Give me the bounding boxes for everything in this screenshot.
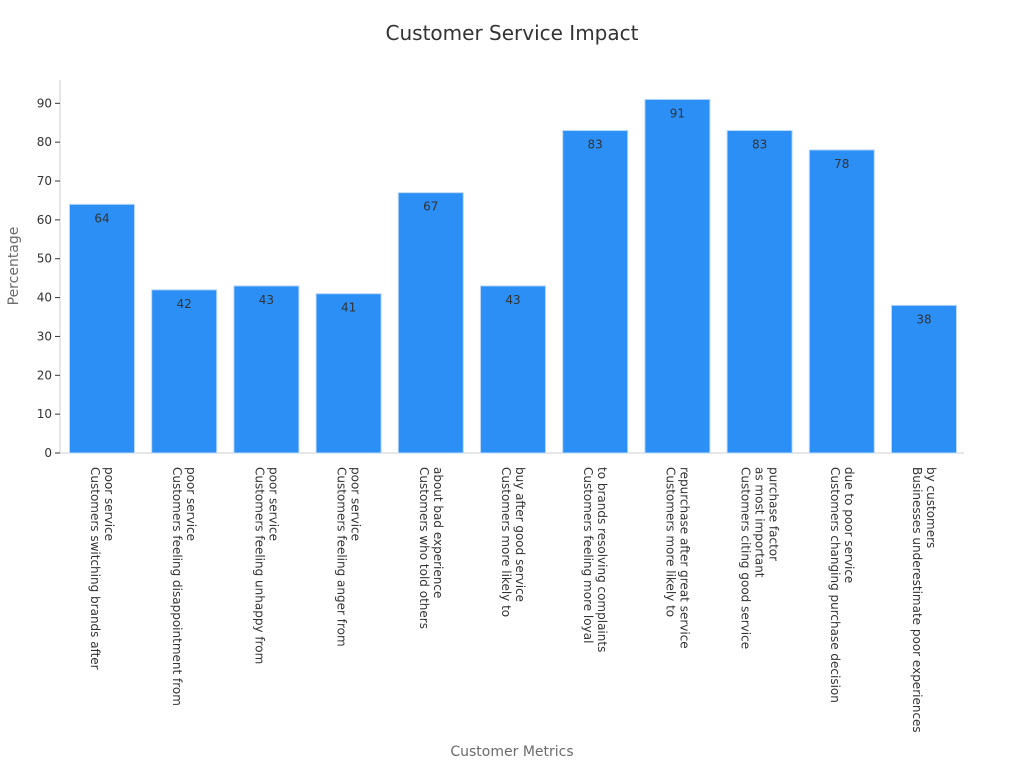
bar[interactable] — [397, 192, 464, 454]
bars — [69, 98, 957, 454]
x-category-label: Customers who told othersabout bad exper… — [417, 467, 445, 629]
x-category-label-line: to brands resolving complaints — [595, 467, 609, 652]
x-category-label-line: Customers feeling unhappy from — [252, 467, 266, 664]
bar[interactable] — [891, 304, 957, 454]
x-category-label-line: buy after good service — [513, 467, 527, 602]
x-category-label: Customers citing good serviceas most imp… — [739, 467, 781, 649]
y-tick-label: 40 — [37, 291, 52, 305]
x-category-label: Customers feeling more loyalto brands re… — [581, 467, 609, 652]
x-category-label-line: poor service — [184, 467, 198, 541]
bar-value-label: 67 — [423, 200, 438, 214]
bar[interactable] — [480, 285, 546, 454]
y-axis-ticks: 0 10 20 30 40 50 60 70 80 90 — [37, 96, 60, 460]
x-category-label-line: Customers feeling disappointment from — [170, 467, 184, 706]
bar[interactable] — [726, 130, 793, 454]
y-tick-label: 90 — [37, 96, 52, 110]
chart-title: Customer Service Impact — [386, 21, 639, 45]
x-category-label-line: Customers more likely to — [499, 467, 513, 617]
y-tick-label: 30 — [37, 329, 52, 343]
bar-value-label: 64 — [94, 211, 109, 225]
y-tick-label: 10 — [37, 407, 52, 421]
y-tick-label: 50 — [37, 252, 52, 266]
bar[interactable] — [808, 149, 875, 454]
y-tick-label: 60 — [37, 213, 52, 227]
y-tick-label: 80 — [37, 135, 52, 149]
x-category-label-line: Customers changing purchase decision — [828, 467, 842, 703]
x-category-label: Customers more likely tobuy after good s… — [499, 467, 527, 617]
bar-value-label: 38 — [916, 312, 931, 326]
bar-value-label: 43 — [505, 293, 520, 307]
x-category-label-line: by customers — [924, 467, 938, 548]
bar[interactable] — [315, 293, 382, 454]
x-category-label: Customers switching brands afterpoor ser… — [88, 467, 116, 670]
y-axis-label: Percentage — [6, 227, 22, 306]
bar[interactable] — [562, 130, 629, 454]
x-category-label: Customers feeling anger frompoor service — [335, 467, 363, 647]
x-category-label: Customers feeling unhappy frompoor servi… — [252, 467, 280, 664]
bar-value-label: 43 — [259, 293, 274, 307]
bar[interactable] — [151, 289, 218, 454]
bar-value-label: 41 — [341, 301, 356, 315]
bar-value-label: 83 — [588, 138, 603, 152]
x-category-label: Customers feeling disappointment frompoo… — [170, 467, 198, 706]
x-category-label-line: Customers feeling more loyal — [581, 467, 595, 643]
x-category-label-line: due to poor service — [842, 467, 856, 583]
bar-value-label: 83 — [752, 138, 767, 152]
x-category-label-line: poor service — [266, 467, 280, 541]
x-axis-category-labels: Customers switching brands afterpoor ser… — [88, 467, 938, 733]
y-tick-label: 70 — [37, 174, 52, 188]
x-category-label-line: about bad experience — [431, 467, 445, 598]
x-category-label-line: Customers feeling anger from — [335, 467, 349, 647]
x-category-label-line: as most important — [753, 467, 767, 578]
x-category-label-line: repurchase after great service — [677, 467, 691, 649]
x-category-label-line: Businesses underestimate poor experience… — [910, 467, 924, 733]
y-tick-label: 0 — [44, 446, 52, 460]
x-category-label: Businesses underestimate poor experience… — [910, 467, 938, 733]
x-category-label-line: Customers switching brands after — [88, 467, 102, 670]
x-category-label-line: Customers more likely to — [663, 467, 677, 617]
x-category-label: Customers changing purchase decisiondue … — [828, 467, 856, 703]
x-category-label: Customers more likely torepurchase after… — [663, 467, 691, 649]
bar-value-label: 91 — [670, 106, 685, 120]
y-tick-label: 20 — [37, 368, 52, 382]
x-category-label-line: poor service — [102, 467, 116, 541]
x-axis-label: Customer Metrics — [450, 744, 573, 760]
x-category-label-line: Customers citing good service — [739, 467, 753, 649]
data-labels: 64 42 43 41 67 43 83 91 83 78 38 — [94, 106, 931, 326]
bar-value-label: 78 — [834, 157, 849, 171]
x-category-label-line: Customers who told others — [417, 467, 431, 629]
bar[interactable] — [233, 285, 300, 454]
bar[interactable] — [644, 98, 711, 454]
x-category-label-line: purchase factor — [767, 467, 781, 561]
bar-value-label: 42 — [177, 297, 192, 311]
x-category-label-line: poor service — [349, 467, 363, 541]
bar[interactable] — [69, 203, 135, 454]
